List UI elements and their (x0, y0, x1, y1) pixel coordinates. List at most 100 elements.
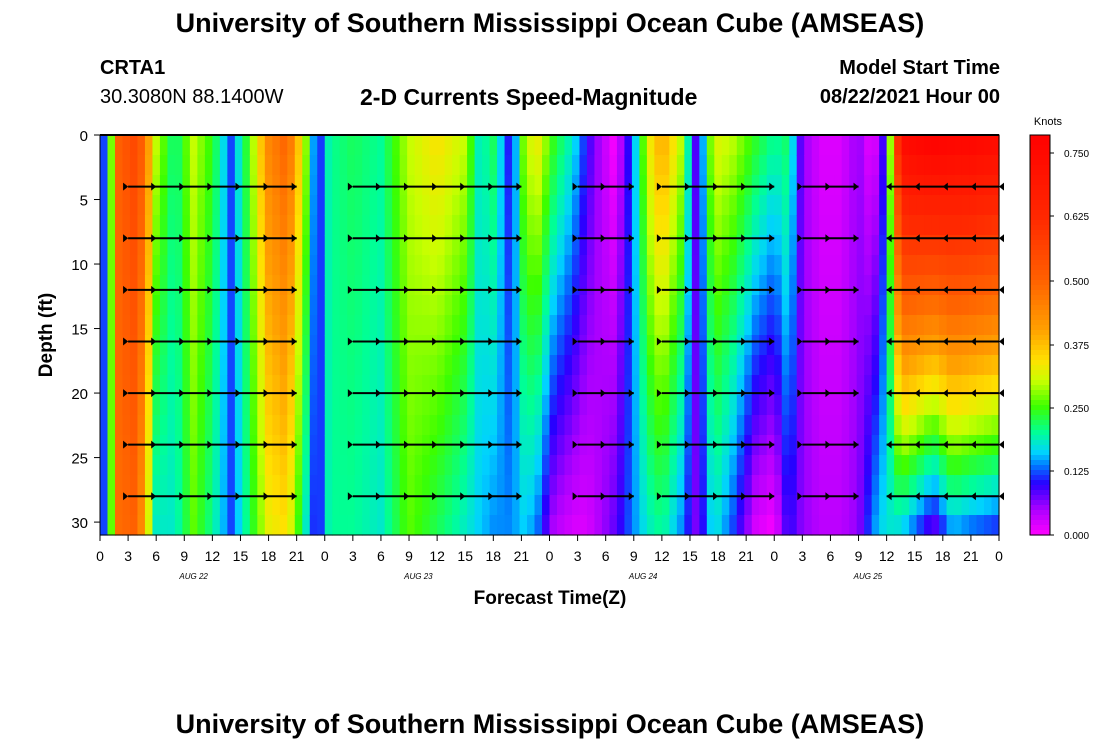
heatmap-cell (609, 255, 618, 276)
heatmap-cell (901, 235, 910, 256)
heatmap-cell (909, 155, 918, 176)
heatmap-cell (452, 135, 461, 156)
heatmap-cell (841, 175, 850, 196)
heatmap-cell (924, 375, 933, 396)
heatmap-cell (984, 375, 993, 396)
heatmap-cell (129, 495, 139, 516)
heatmap-cell (774, 235, 783, 256)
vector-arrowhead (207, 440, 213, 449)
heatmap-cell (549, 255, 558, 276)
vector-arrowhead (942, 337, 948, 346)
heatmap-cell (841, 515, 850, 536)
heatmap-cell (100, 315, 109, 336)
heatmap-cell (819, 515, 828, 536)
heatmap-cell (392, 395, 401, 416)
heatmap-cell (969, 135, 978, 156)
heatmap-cell (849, 155, 858, 176)
vector-arrowhead (600, 492, 606, 501)
vector-arrowhead (741, 285, 747, 294)
heatmap-cell (227, 475, 236, 496)
heatmap-cell (534, 255, 543, 276)
heatmap-cell (751, 195, 760, 216)
heatmap-cell (167, 195, 176, 216)
heatmap-cell (204, 355, 213, 376)
heatmap-cell (759, 275, 768, 296)
heatmap-cell (841, 415, 850, 436)
heatmap-cell (841, 235, 850, 256)
heatmap-cell (834, 195, 843, 216)
heatmap-cell (556, 135, 566, 156)
heatmap-cell (100, 515, 109, 536)
heatmap-cell (444, 195, 453, 216)
heatmap-cell (976, 295, 985, 316)
heatmap-cell (287, 255, 296, 276)
heatmap-cell (811, 415, 820, 436)
heatmap-cell (542, 375, 551, 396)
heatmap-cell (624, 275, 633, 296)
heatmap-cell (309, 415, 318, 436)
heatmap-cell (332, 315, 341, 336)
heatmap-cell (609, 395, 618, 416)
heatmap-cell (534, 195, 543, 216)
vector-arrowhead (516, 182, 522, 191)
heatmap-cell (924, 415, 933, 436)
x-tick-label: 0 (995, 548, 1003, 564)
heatmap-cell (939, 275, 948, 296)
vector-arrowhead (151, 492, 157, 501)
heatmap-cell (706, 355, 715, 376)
heatmap-cell (669, 135, 678, 156)
heatmap-cell (646, 515, 655, 536)
heatmap-cell (804, 135, 813, 156)
heatmap-cell (729, 495, 738, 516)
heatmap-cell (826, 155, 835, 176)
heatmap-cell (751, 335, 760, 356)
heatmap-cell (287, 375, 296, 396)
heatmap-cell (991, 155, 1000, 176)
heatmap-cell (429, 215, 438, 236)
vector-arrowhead (797, 182, 803, 191)
heatmap-cell (766, 235, 775, 256)
heatmap-cell (324, 195, 333, 216)
vector-arrowhead (769, 182, 775, 191)
heatmap-cell (392, 235, 401, 256)
heatmap-cell (826, 235, 835, 256)
vector-arrowhead (769, 337, 775, 346)
heatmap-cell (616, 355, 626, 376)
heatmap-cell (909, 495, 918, 516)
heatmap-cell (879, 515, 888, 536)
colorbar-cell (1030, 195, 1050, 201)
heatmap-cell (219, 395, 228, 416)
heatmap-cell (242, 295, 251, 316)
heatmap-cell (167, 515, 176, 536)
vector-arrowhead (375, 337, 381, 346)
vector-arrowhead (656, 234, 662, 243)
heatmap-cell (924, 335, 933, 356)
heatmap-cell (706, 235, 715, 256)
heatmap-cell (736, 515, 745, 536)
heatmap-cell (939, 215, 948, 236)
heatmap-cell (332, 355, 341, 376)
heatmap-cell (571, 495, 581, 516)
heatmap-cell (279, 415, 288, 436)
heatmap-cell (294, 295, 303, 316)
heatmap-cell (676, 495, 685, 516)
heatmap-cell (257, 315, 266, 336)
heatmap-cell (616, 515, 626, 536)
heatmap-cell (549, 235, 558, 256)
vector-arrowhead (123, 337, 129, 346)
heatmap-cell (954, 335, 963, 356)
heatmap-cell (167, 255, 176, 276)
heatmap-cell (189, 275, 198, 296)
heatmap-cell (309, 275, 318, 296)
heatmap-cell (714, 135, 723, 156)
heatmap-cell (894, 175, 903, 196)
heatmap-cell (991, 255, 1000, 276)
heatmap-cell (107, 275, 116, 296)
heatmap-cell (452, 495, 461, 516)
heatmap-cell (976, 215, 985, 236)
heatmap-cell (219, 275, 228, 296)
heatmap-cell (302, 515, 311, 536)
vector-arrowhead (886, 182, 892, 191)
heatmap-cell (347, 355, 356, 376)
heatmap-cell (489, 135, 498, 156)
